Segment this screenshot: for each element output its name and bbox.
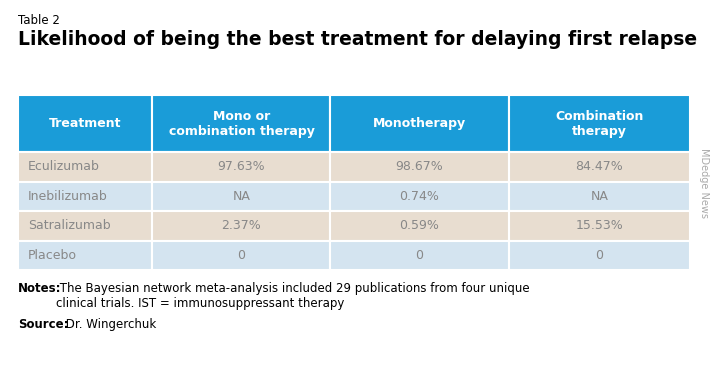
Text: 97.63%: 97.63% [217, 160, 265, 173]
Text: Satralizumab: Satralizumab [28, 219, 111, 232]
Text: Treatment: Treatment [49, 117, 122, 130]
Bar [508, 211, 690, 240]
Bar [18, 240, 153, 270]
Bar [153, 211, 330, 240]
Text: NA: NA [233, 190, 251, 203]
Bar [330, 182, 508, 211]
Bar [153, 240, 330, 270]
Bar [508, 182, 690, 211]
Bar [508, 95, 690, 152]
Text: 0.74%: 0.74% [400, 190, 439, 203]
Text: 98.67%: 98.67% [396, 160, 444, 173]
Bar [153, 182, 330, 211]
Text: NA: NA [590, 190, 608, 203]
Text: 0: 0 [238, 249, 246, 262]
Bar [153, 152, 330, 182]
Text: MDedge News: MDedge News [699, 147, 709, 217]
Text: 0: 0 [595, 249, 603, 262]
Bar [18, 182, 153, 211]
Text: Notes:: Notes: [18, 282, 61, 295]
Bar [18, 152, 153, 182]
Text: Monotherapy: Monotherapy [373, 117, 466, 130]
Bar [330, 211, 508, 240]
Text: 15.53%: 15.53% [575, 219, 623, 232]
Text: The Bayesian network meta-analysis included 29 publications from four unique
cli: The Bayesian network meta-analysis inclu… [56, 282, 530, 310]
Text: 0: 0 [415, 249, 423, 262]
Bar [330, 240, 508, 270]
Bar [18, 211, 153, 240]
Text: Likelihood of being the best treatment for delaying first relapse: Likelihood of being the best treatment f… [18, 30, 697, 49]
Text: Table 2: Table 2 [18, 14, 60, 27]
Text: Mono or
combination therapy: Mono or combination therapy [168, 109, 315, 137]
Text: Eculizumab: Eculizumab [28, 160, 100, 173]
Text: 2.37%: 2.37% [222, 219, 261, 232]
Text: Combination
therapy: Combination therapy [555, 109, 644, 137]
Text: 84.47%: 84.47% [575, 160, 623, 173]
Bar [330, 152, 508, 182]
Text: Source:: Source: [18, 318, 68, 331]
Text: 0.59%: 0.59% [400, 219, 439, 232]
Text: Placebo: Placebo [28, 249, 77, 262]
Text: Dr. Wingerchuk: Dr. Wingerchuk [62, 318, 156, 331]
Bar [508, 240, 690, 270]
Bar [330, 95, 508, 152]
Bar [508, 152, 690, 182]
Bar [18, 95, 153, 152]
Bar [153, 95, 330, 152]
Text: Inebilizumab: Inebilizumab [28, 190, 108, 203]
